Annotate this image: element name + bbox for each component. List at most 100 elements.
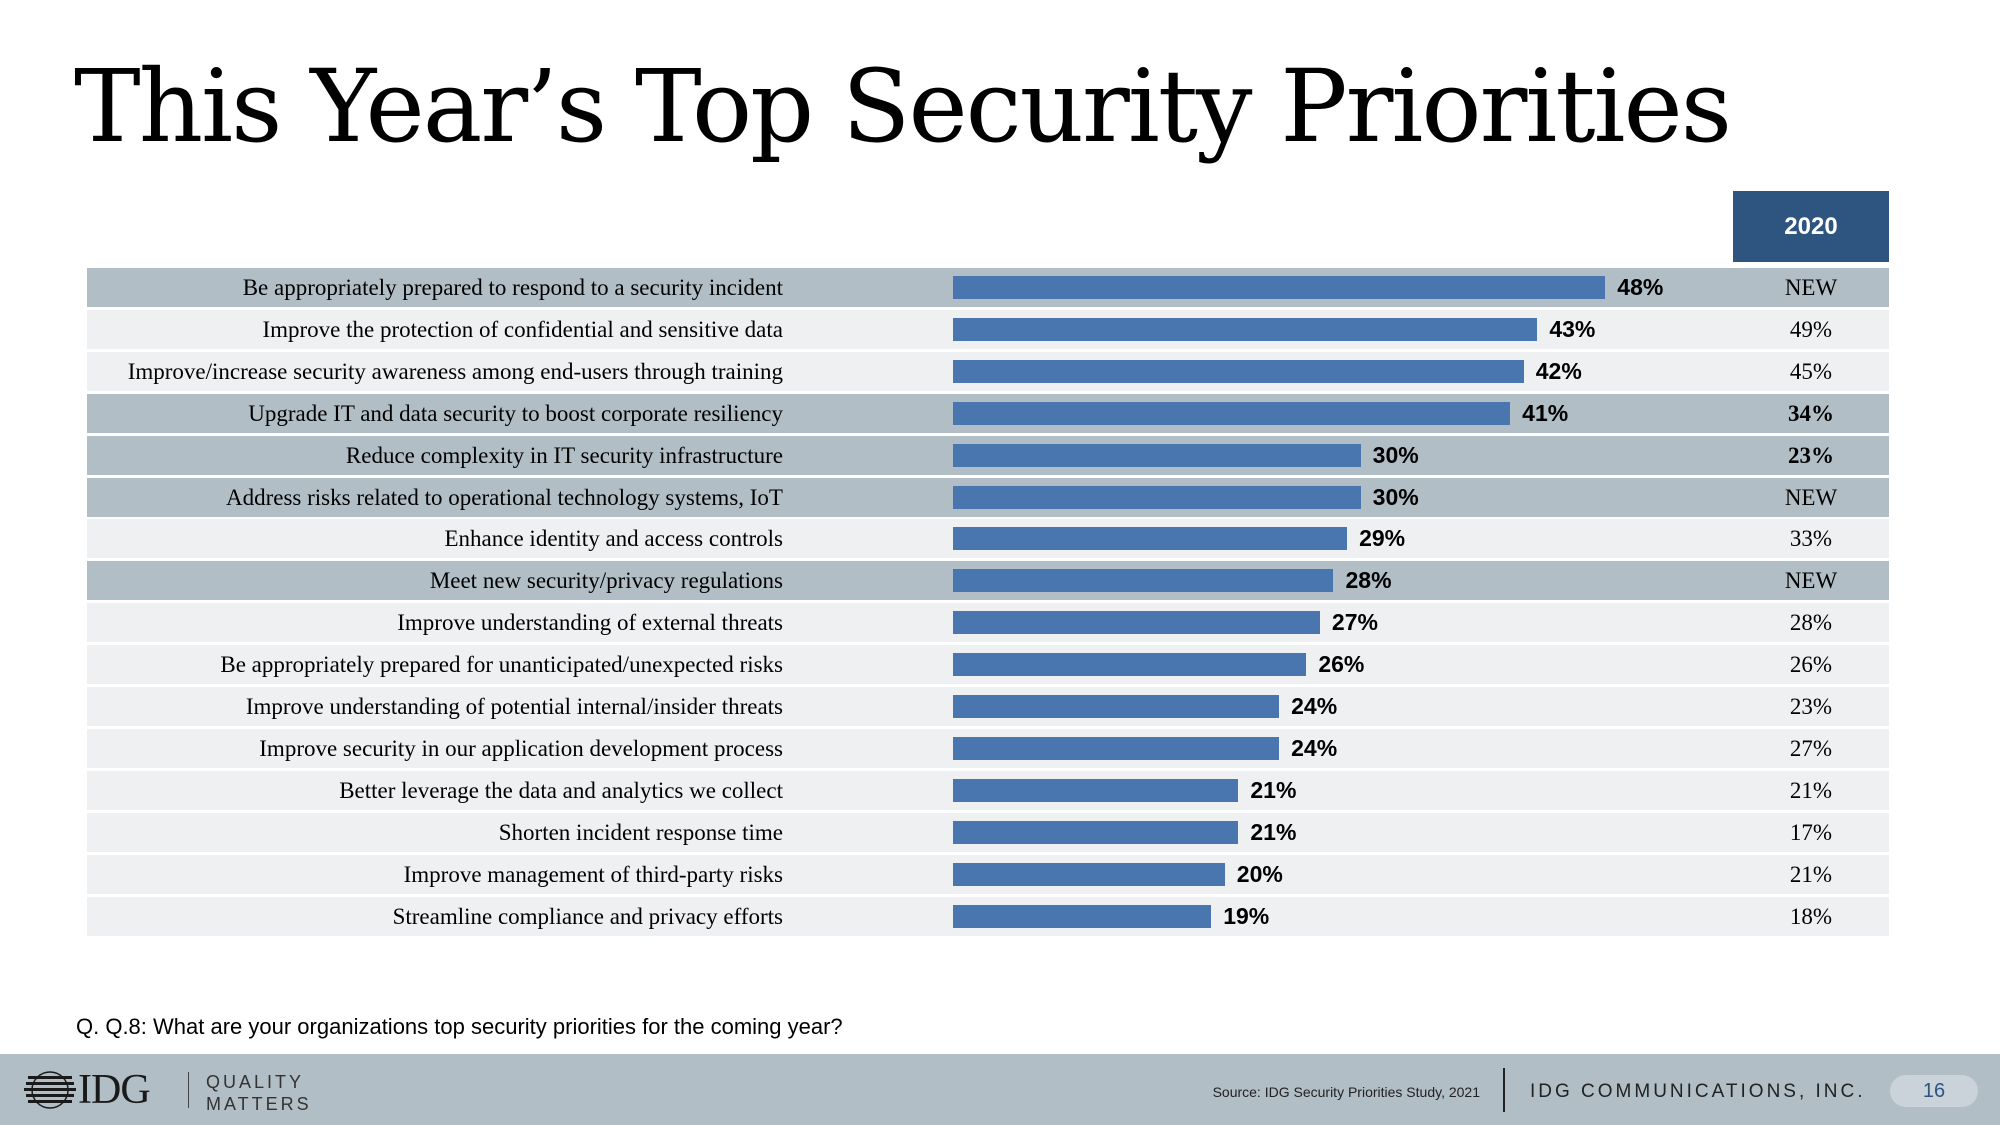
category-label: Upgrade IT and data security to boost co… [248, 401, 783, 426]
comparison-value: 49% [1789, 317, 1833, 342]
table-row: Be appropriately prepared to respond to … [87, 268, 1889, 307]
category-label: Meet new security/privacy regulations [429, 568, 783, 593]
bar-value-label: 43% [1549, 316, 1596, 342]
bar-value-label: 24% [1291, 693, 1338, 719]
bar [953, 863, 1225, 886]
bar [953, 905, 1212, 928]
bar [953, 444, 1361, 467]
table-row: Improve the protection of confidential a… [87, 310, 1889, 349]
table-row: Shorten incident response time 21% 17% [87, 813, 1889, 852]
category-label: Streamline compliance and privacy effort… [392, 904, 783, 929]
comparison-value: NEW [1784, 568, 1838, 593]
table-row: Improve security in our application deve… [87, 729, 1889, 768]
survey-question: Q. Q.8: What are your organizations top … [76, 1014, 843, 1039]
bar-value-label: 20% [1236, 861, 1283, 887]
bar [953, 569, 1334, 592]
category-label: Be appropriately prepared for unanticipa… [220, 652, 783, 677]
category-label: Reduce complexity in IT security infrast… [345, 443, 783, 468]
comparison-column-header: 2020 [1733, 191, 1889, 262]
bar-track: 24% [951, 687, 1732, 726]
category-label: Address risks related to operational tec… [226, 485, 783, 510]
bar-value-label: 42% [1535, 358, 1582, 384]
bar-track: 27% [951, 603, 1732, 642]
table-row: Be appropriately prepared for unanticipa… [87, 645, 1889, 684]
logo-tagline-line1: QUALITY [206, 1072, 305, 1092]
bar-track: 19% [951, 897, 1732, 936]
bar [953, 527, 1348, 550]
bar-track: 28% [951, 561, 1732, 600]
category-label: Better leverage the data and analytics w… [339, 778, 783, 803]
bar [953, 360, 1524, 383]
category-label: Shorten incident response time [498, 820, 783, 845]
bar-track: 24% [951, 729, 1732, 768]
table-row: Streamline compliance and privacy effort… [87, 897, 1889, 936]
table-row: Reduce complexity in IT security infrast… [87, 436, 1889, 475]
comparison-value: 28% [1789, 610, 1833, 635]
comparison-value: 34% [1788, 401, 1834, 426]
bar [953, 779, 1239, 802]
table-row: Upgrade IT and data security to boost co… [87, 394, 1889, 433]
bar-track: 21% [951, 813, 1732, 852]
bar-value-label: 30% [1372, 442, 1419, 468]
footer-divider [1503, 1068, 1505, 1112]
idg-globe-icon [24, 1071, 76, 1109]
bar-track: 26% [951, 645, 1732, 684]
comparison-value: NEW [1784, 275, 1838, 300]
page-number: 16 [1890, 1075, 1978, 1107]
table-row: Enhance identity and access controls 29% 3… [87, 519, 1889, 558]
logo-tagline: QUALITY MATTERS [206, 1071, 312, 1115]
bar-value-label: 19% [1223, 903, 1270, 929]
comparison-value: 26% [1789, 652, 1833, 677]
comparison-value: 27% [1789, 736, 1833, 761]
bar-value-label: 21% [1250, 777, 1297, 803]
category-label: Improve security in our application deve… [259, 736, 783, 761]
comparison-value: 18% [1789, 904, 1833, 929]
comparison-value: 33% [1789, 526, 1833, 551]
table-row: Better leverage the data and analytics w… [87, 771, 1889, 810]
bar [953, 737, 1280, 760]
company-name: IDG COMMUNICATIONS, INC. [1530, 1081, 1866, 1102]
table-row: Improve understanding of potential inter… [87, 687, 1889, 726]
bar-track: 30% [951, 478, 1732, 517]
bar-track: 42% [951, 352, 1732, 391]
comparison-value: 45% [1789, 359, 1833, 384]
bar [953, 821, 1239, 844]
bar-value-label: 30% [1372, 484, 1419, 510]
bar-track: 20% [951, 855, 1732, 894]
category-label: Improve understanding of potential inter… [245, 694, 783, 719]
comparison-value: 17% [1789, 820, 1833, 845]
category-label: Improve the protection of confidential a… [262, 317, 783, 342]
bar-value-label: 28% [1345, 567, 1392, 593]
bar-value-label: 48% [1617, 274, 1664, 300]
bar [953, 402, 1511, 425]
bar-track: 21% [951, 771, 1732, 810]
bar-value-label: 29% [1359, 525, 1406, 551]
category-label: Improve management of third-party risks [403, 862, 783, 887]
category-label: Improve/increase security awareness amon… [127, 359, 783, 384]
comparison-value: 21% [1789, 778, 1833, 803]
source-note: Source: IDG Security Priorities Study, 2… [1212, 1084, 1480, 1100]
bar [953, 695, 1280, 718]
bar-value-label: 21% [1250, 819, 1297, 845]
comparison-value: 23% [1789, 694, 1833, 719]
bar-track: 30% [951, 436, 1732, 475]
bar [953, 611, 1320, 634]
category-label: Improve understanding of external threat… [397, 610, 783, 635]
idg-logo-text: IDG [78, 1067, 151, 1113]
table-row: Improve/increase security awareness amon… [87, 352, 1889, 391]
table-row: Address risks related to operational tec… [87, 478, 1889, 517]
bar-value-label: 41% [1522, 400, 1569, 426]
bar [953, 653, 1307, 676]
bar [953, 318, 1538, 341]
table-row: Meet new security/privacy regulations 28%… [87, 561, 1889, 600]
bar-track: 41% [951, 394, 1732, 433]
category-label: Enhance identity and access controls [444, 526, 784, 551]
logo-divider [188, 1072, 189, 1108]
comparison-value: 21% [1789, 862, 1833, 887]
footer-bar: IDG QUALITY MATTERS Source: IDG Security… [0, 1054, 2000, 1125]
bar-track: 48% [951, 268, 1732, 307]
bar-track: 29% [951, 519, 1732, 558]
page-title: This Year’s Top Security Priorities [74, 48, 1732, 165]
bar [953, 486, 1361, 509]
